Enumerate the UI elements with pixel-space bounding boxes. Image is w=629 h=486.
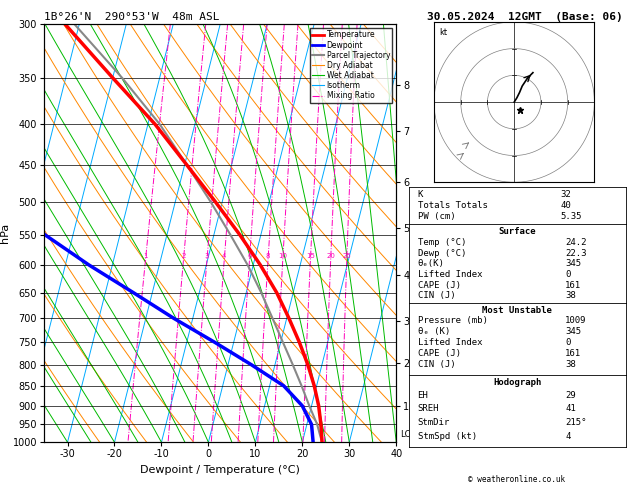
Text: 2: 2 bbox=[181, 253, 186, 259]
Text: 15: 15 bbox=[306, 253, 314, 259]
Text: 0: 0 bbox=[565, 270, 571, 279]
Text: Hodograph: Hodograph bbox=[493, 378, 542, 387]
Text: 1009: 1009 bbox=[565, 316, 587, 325]
Text: Most Unstable: Most Unstable bbox=[482, 306, 552, 314]
Y-axis label: km
ASL: km ASL bbox=[412, 224, 434, 243]
Text: 41: 41 bbox=[565, 404, 576, 414]
X-axis label: Dewpoint / Temperature (°C): Dewpoint / Temperature (°C) bbox=[140, 465, 300, 475]
Text: EH: EH bbox=[418, 391, 428, 399]
Text: 22.3: 22.3 bbox=[565, 249, 587, 258]
Text: 4: 4 bbox=[222, 253, 226, 259]
Text: 1B°26'N  290°53'W  48m ASL: 1B°26'N 290°53'W 48m ASL bbox=[44, 12, 220, 22]
Text: Lifted Index: Lifted Index bbox=[418, 338, 482, 347]
Legend: Temperature, Dewpoint, Parcel Trajectory, Dry Adiabat, Wet Adiabat, Isotherm, Mi: Temperature, Dewpoint, Parcel Trajectory… bbox=[310, 28, 392, 103]
Text: 215°: 215° bbox=[565, 418, 587, 427]
Text: PW (cm): PW (cm) bbox=[418, 212, 455, 221]
Text: 25: 25 bbox=[342, 253, 351, 259]
Text: Lifted Index: Lifted Index bbox=[418, 270, 482, 279]
Text: © weatheronline.co.uk: © weatheronline.co.uk bbox=[469, 474, 565, 484]
Text: 30.05.2024  12GMT  (Base: 06): 30.05.2024 12GMT (Base: 06) bbox=[427, 12, 623, 22]
Y-axis label: hPa: hPa bbox=[0, 223, 10, 243]
Text: 40: 40 bbox=[561, 201, 572, 210]
Text: 6: 6 bbox=[247, 253, 252, 259]
Text: 0: 0 bbox=[565, 338, 571, 347]
Text: 5.35: 5.35 bbox=[561, 212, 582, 221]
Text: kt: kt bbox=[439, 28, 447, 37]
Text: SREH: SREH bbox=[418, 404, 439, 414]
Text: Pressure (mb): Pressure (mb) bbox=[418, 316, 487, 325]
Text: 38: 38 bbox=[565, 292, 576, 300]
Text: K: K bbox=[418, 190, 423, 199]
Text: 4: 4 bbox=[565, 432, 571, 441]
Text: CIN (J): CIN (J) bbox=[418, 292, 455, 300]
Text: 10: 10 bbox=[278, 253, 287, 259]
Text: CIN (J): CIN (J) bbox=[418, 360, 455, 369]
Text: θₑ (K): θₑ (K) bbox=[418, 327, 450, 336]
Text: Temp (°C): Temp (°C) bbox=[418, 238, 466, 247]
Text: 161: 161 bbox=[565, 349, 581, 358]
Text: 161: 161 bbox=[565, 281, 581, 290]
Text: 24.2: 24.2 bbox=[565, 238, 587, 247]
Text: 32: 32 bbox=[561, 190, 572, 199]
Text: 345: 345 bbox=[565, 260, 581, 268]
Text: CAPE (J): CAPE (J) bbox=[418, 281, 460, 290]
Text: 345: 345 bbox=[565, 327, 581, 336]
Text: CAPE (J): CAPE (J) bbox=[418, 349, 460, 358]
Text: StmSpd (kt): StmSpd (kt) bbox=[418, 432, 477, 441]
Text: 1: 1 bbox=[143, 253, 147, 259]
Text: Dewp (°C): Dewp (°C) bbox=[418, 249, 466, 258]
Text: StmDir: StmDir bbox=[418, 418, 450, 427]
Text: Totals Totals: Totals Totals bbox=[418, 201, 487, 210]
Text: 38: 38 bbox=[565, 360, 576, 369]
Text: θₑ(K): θₑ(K) bbox=[418, 260, 445, 268]
Text: LCL: LCL bbox=[400, 430, 415, 439]
Text: 8: 8 bbox=[265, 253, 270, 259]
Text: 29: 29 bbox=[565, 391, 576, 399]
Text: Surface: Surface bbox=[499, 227, 536, 236]
Text: 20: 20 bbox=[326, 253, 335, 259]
Text: 3: 3 bbox=[204, 253, 209, 259]
